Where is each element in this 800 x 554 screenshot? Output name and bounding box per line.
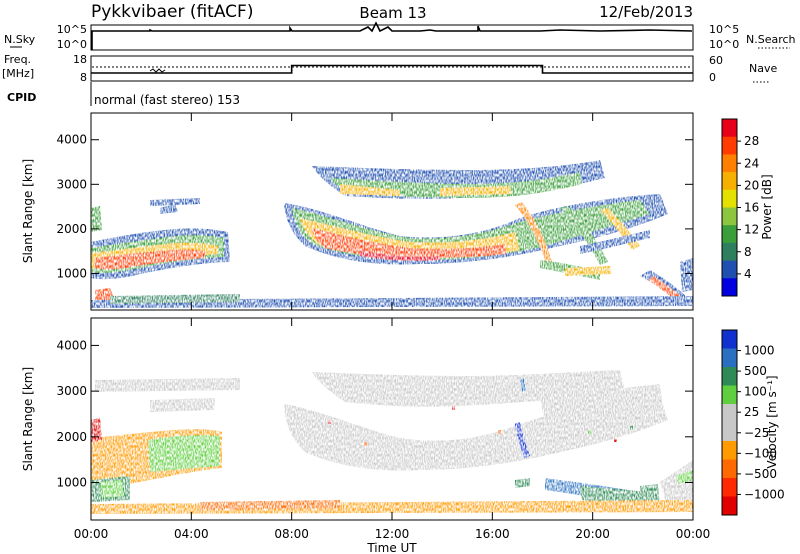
freq-unit-label: [MHz] — [2, 67, 34, 80]
colorbar-segment — [722, 260, 737, 279]
y-tick-label: 4000 — [56, 338, 87, 352]
cpid-mode: normal (fast stereo) 153 — [94, 93, 240, 107]
power-colorbar-label: Power [dB] — [760, 174, 774, 239]
x-tick-label: 00:00 — [74, 527, 109, 541]
colorbar-tick-label: 24 — [744, 156, 759, 170]
colorbar-tick-label: 4 — [744, 267, 752, 281]
colorbar-segment — [722, 207, 737, 226]
colorbar-tick-label: 28 — [744, 134, 759, 148]
velocity-colorbar: 1000 500 100 25 −25 −100 −500 −1000 Velocity [m… — [721, 329, 785, 516]
velocity-colorbar-label: Velocity [m s⁻¹] — [765, 375, 779, 468]
colorbar-segment — [722, 422, 737, 442]
y-tick-label: 2000 — [56, 430, 87, 444]
x-tick-label: 12:00 — [375, 527, 410, 541]
y-tick-label: 1000 — [56, 476, 87, 490]
nave-tick-top: 60 — [709, 54, 723, 67]
nave-label: Nave — [749, 62, 777, 75]
y-tick-label: 3000 — [56, 384, 87, 398]
colorbar-segment — [722, 225, 737, 244]
colorbar-segment — [722, 496, 737, 516]
power-echoes — [91, 160, 693, 308]
y-tick-label: 1000 — [56, 266, 87, 280]
colorbar-segment — [722, 242, 737, 262]
colorbar-tick-label: 8 — [744, 245, 752, 259]
y-tick-label: 4000 — [56, 133, 87, 147]
colorbar-segment — [722, 119, 737, 138]
colorbar-segment — [722, 385, 737, 405]
velocity-x-ticks: 00:00 04:00 08:00 12:00 16:00 20:00 00:00 — [74, 318, 711, 541]
y-tick-label: 2000 — [56, 222, 87, 236]
colorbar-tick-label: 25 — [744, 405, 759, 419]
cpid-label: CPID — [7, 91, 36, 104]
freq-tick-bottom: 8 — [80, 71, 87, 84]
nsearch-tick-top: 10^5 — [709, 23, 739, 36]
nsky-trace — [91, 21, 693, 50]
velocity-echoes — [91, 370, 693, 514]
nave-tick-bottom: 0 — [709, 71, 716, 84]
colorbar-segment — [722, 330, 737, 349]
colorbar-segment — [722, 154, 737, 173]
colorbar-segment — [722, 172, 737, 191]
beam-label: Beam 13 — [359, 4, 426, 22]
colorbar-tick-label: 12 — [744, 223, 759, 237]
nave-wiggle — [149, 68, 166, 73]
velocity-ylabel: Slant Range [km] — [21, 367, 35, 471]
colorbar-tick-label: −25 — [744, 426, 769, 440]
freq-tick-top: 18 — [73, 53, 87, 66]
colorbar-segment — [722, 478, 737, 497]
colorbar-tick-label: 100 — [744, 385, 767, 399]
power-x-ticks — [90, 113, 694, 310]
colorbar-segment — [722, 189, 737, 208]
nsky-tick-top: 10^5 — [57, 23, 87, 36]
colorbar-segment — [722, 136, 737, 155]
velocity-y-ticks: 1000 2000 3000 4000 — [56, 338, 693, 490]
colorbar-tick-label: 500 — [744, 364, 767, 378]
colorbar-tick-label: −100 — [744, 446, 777, 460]
colorbar-segment — [722, 367, 737, 386]
freq-label: Freq. — [4, 53, 31, 66]
power-panel: Slant Range [km] 1000 2000 3000 4000 — [21, 112, 694, 311]
x-tick-label: 16:00 — [475, 527, 510, 541]
nsearch-tick-bottom: 10^0 — [709, 38, 739, 51]
power-y-ticks: 1000 2000 3000 4000 — [56, 133, 693, 280]
freq-panel: Freq. [MHz] 18 8 Nave 60 0 — [2, 53, 777, 84]
x-tick-label: 08:00 — [274, 527, 309, 541]
colorbar-tick-label: −500 — [744, 467, 777, 481]
colorbar-segment — [722, 404, 737, 423]
colorbar-tick-label: 20 — [744, 178, 759, 192]
x-tick-label: 20:00 — [575, 527, 610, 541]
power-ylabel: Slant Range [km] — [21, 159, 35, 263]
colorbar-segment — [722, 459, 737, 479]
figure-title: Pykkvibaer (fitACF) — [91, 2, 253, 22]
power-colorbar: 28 24 20 16 12 8 4 Power [dB] — [721, 118, 774, 297]
colorbar-tick-label: −1000 — [744, 487, 785, 501]
x-tick-label: 00:00 — [676, 527, 711, 541]
date-label: 12/Feb/2013 — [599, 3, 693, 21]
velocity-panel: Slant Range [km] Time UT 1000 2000 3000 400… — [21, 317, 711, 554]
nsearch-label: N.Search — [746, 33, 796, 46]
nsky-panel: N.Sky 10^5 10^0 N.Search 10^5 10^0 — [4, 21, 796, 51]
nsky-tick-bottom: 10^0 — [57, 38, 87, 51]
colorbar-segment — [722, 278, 737, 297]
freq-trace — [91, 64, 693, 74]
colorbar-tick-label: 1000 — [744, 344, 775, 358]
colorbar-segment — [722, 441, 737, 460]
velocity-xlabel: Time UT — [366, 541, 417, 554]
y-tick-label: 3000 — [56, 177, 87, 191]
colorbar-segment — [722, 348, 737, 368]
nsky-label: N.Sky — [4, 33, 36, 46]
colorbar-tick-label: 16 — [744, 201, 759, 215]
x-tick-label: 04:00 — [174, 527, 209, 541]
